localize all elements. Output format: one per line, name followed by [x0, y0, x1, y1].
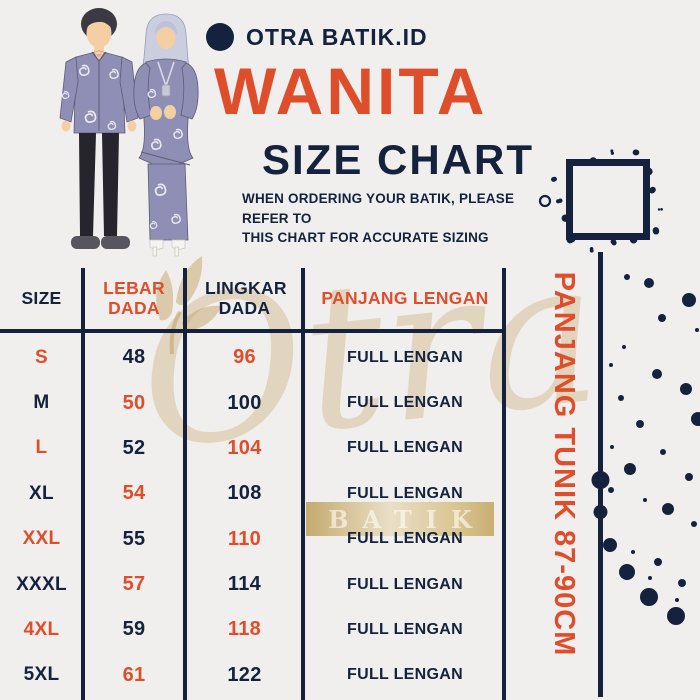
table-header-rule [0, 329, 506, 333]
cell-size: S [35, 346, 48, 368]
table-row: L 52 104 FULL LENGAN [0, 426, 506, 471]
cell-panjang-lengan: FULL LENGAN [347, 439, 463, 457]
table-divider [81, 268, 85, 700]
cell-lingkar-dada: 110 [227, 527, 262, 550]
cell-lingkar-dada: 104 [227, 436, 262, 459]
table-divider [502, 268, 506, 700]
cell-lingkar-dada: 108 [227, 482, 262, 505]
cell-lingkar-dada: 122 [227, 663, 262, 686]
column-header-lingkar-dada: LINGKAR DADA [205, 277, 287, 318]
sizing-note-line2: THIS CHART FOR ACCURATE SIZING [242, 230, 489, 245]
table-row: XL 54 108 FULL LENGAN [0, 471, 506, 516]
brand-header: OTRA BATIK.ID [206, 23, 428, 51]
column-header-lebar-dada: LEBAR DADA [103, 277, 165, 318]
page-title: WANITA [214, 54, 488, 128]
cell-size: XXXL [16, 573, 67, 595]
cell-lebar-dada: 52 [122, 436, 146, 459]
cell-size: M [33, 392, 50, 414]
cell-size: 4XL [23, 618, 60, 640]
column-header-size: SIZE [21, 287, 62, 308]
column-header-panjang-lengan: PANJANG LENGAN [321, 287, 489, 308]
cell-lingkar-dada: 118 [227, 618, 262, 641]
cell-size: 5XL [23, 664, 60, 686]
woman-figure [133, 13, 199, 257]
man-figure [59, 8, 139, 249]
cell-lebar-dada: 55 [122, 527, 146, 550]
page-subtitle: SIZE CHART [262, 136, 534, 183]
cell-panjang-lengan: FULL LENGAN [347, 484, 463, 502]
cell-lebar-dada: 50 [122, 391, 146, 414]
cell-size: XL [29, 482, 54, 504]
table-row: 5XL 61 122 FULL LENGAN [0, 653, 506, 698]
size-chart-rows: S 48 96 FULL LENGAN M 50 100 FULL LENGAN L 52 104 F… [0, 335, 506, 698]
table-divider [183, 268, 187, 700]
cell-lebar-dada: 57 [122, 573, 146, 596]
sizing-note: WHEN ORDERING YOUR BATIK, PLEASE REFER T… [242, 189, 562, 248]
cell-lingkar-dada: 100 [227, 391, 262, 414]
sizing-note-line1: WHEN ORDERING YOUR BATIK, PLEASE REFER T… [242, 191, 515, 226]
table-row: 4XL 59 118 FULL LENGAN [0, 607, 506, 652]
table-header-row: SIZE LEBAR DADA LINGKAR DADA PANJANG LEN… [0, 268, 506, 329]
cell-panjang-lengan: FULL LENGAN [347, 620, 463, 638]
cell-panjang-lengan: FULL LENGAN [347, 666, 463, 684]
table-row: XXXL 57 114 FULL LENGAN [0, 562, 506, 607]
cell-panjang-lengan: FULL LENGAN [347, 394, 463, 412]
cell-lebar-dada: 61 [122, 663, 146, 686]
cell-size: XXL [22, 528, 61, 550]
brand-logo-dot-icon [206, 23, 234, 51]
watermark-band: BATIK [306, 502, 494, 536]
cell-panjang-lengan: FULL LENGAN [347, 530, 463, 548]
cell-lingkar-dada: 114 [227, 573, 262, 596]
cell-panjang-lengan: FULL LENGAN [347, 575, 463, 593]
table-divider [301, 268, 305, 700]
cell-lebar-dada: 54 [122, 482, 146, 505]
cell-panjang-lengan: FULL LENGAN [347, 348, 463, 366]
watermark-band-text: BATIK [328, 504, 486, 534]
cell-lebar-dada: 48 [122, 346, 146, 369]
table-row: S 48 96 FULL LENGAN [0, 335, 506, 380]
decor-square [566, 159, 650, 240]
cell-lingkar-dada: 96 [233, 346, 256, 369]
cell-lebar-dada: 59 [122, 618, 146, 641]
cell-size: L [35, 437, 48, 459]
brand-name: OTRA BATIK.ID [246, 23, 428, 50]
table-row: XXL 55 110 FULL LENGAN [0, 517, 506, 562]
size-chart-table: SIZE LEBAR DADA LINGKAR DADA PANJANG LEN… [0, 268, 508, 700]
table-row: M 50 100 FULL LENGAN [0, 380, 506, 425]
couple-illustration [59, 8, 199, 257]
tunik-length-note: PANJANG TUNIK 87-90CM [548, 271, 580, 657]
